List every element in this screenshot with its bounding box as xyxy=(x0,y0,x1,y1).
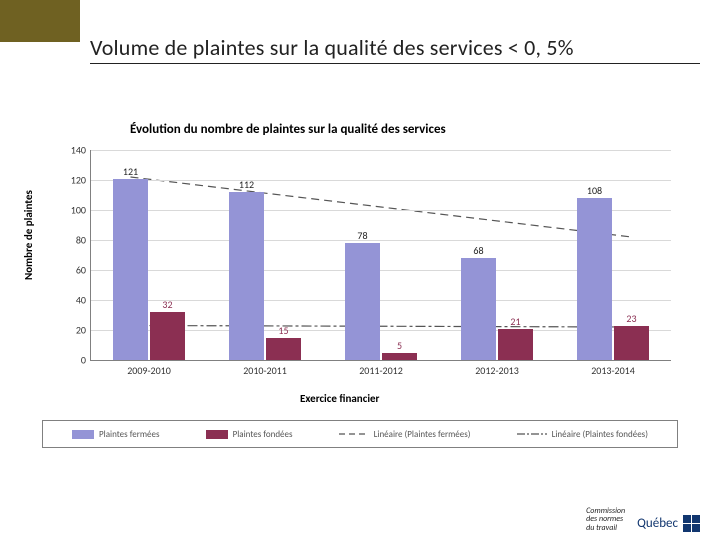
bar-value-label: 32 xyxy=(150,298,185,311)
bar-value-label: 68 xyxy=(461,244,496,257)
y-tick-label: 100 xyxy=(71,204,86,217)
y-tick-label: 120 xyxy=(71,174,86,187)
bar-fondees: 15 xyxy=(266,338,301,361)
y-tick-label: 40 xyxy=(76,294,86,307)
quebec-text: Québec xyxy=(637,516,678,531)
bar-fermees: 112 xyxy=(229,192,264,360)
page-root: Volume de plaintes sur la qualité des se… xyxy=(0,0,720,540)
legend-swatch xyxy=(72,430,94,439)
bar-fermees: 78 xyxy=(345,243,380,360)
quebec-logo: Québec xyxy=(637,515,700,532)
bar-fermees: 121 xyxy=(113,179,148,361)
footer: Commission des normes du travail Québec xyxy=(586,507,700,532)
bar-fondees: 23 xyxy=(614,326,649,361)
legend-label: Linéaire (Plaintes fondées) xyxy=(552,429,648,440)
x-tick-label: 2011-2012 xyxy=(323,364,439,377)
x-tick-label: 2009-2010 xyxy=(91,364,207,377)
plot-area: 020406080100120140121322009-201011215201… xyxy=(90,150,671,361)
legend: Plaintes fermées Plaintes fondées Linéaire… xyxy=(42,420,678,448)
y-tick-label: 20 xyxy=(76,324,86,337)
legend-item: Plaintes fondées xyxy=(206,429,293,440)
header: Volume de plaintes sur la qualité des se… xyxy=(0,0,720,68)
bar-value-label: 5 xyxy=(382,339,417,352)
bar-value-label: 108 xyxy=(577,184,612,197)
gridline xyxy=(91,150,671,151)
legend-label: Plaintes fondées xyxy=(233,429,293,440)
x-tick-label: 2012-2013 xyxy=(439,364,555,377)
bar-value-label: 23 xyxy=(614,312,649,325)
x-tick-label: 2013-2014 xyxy=(555,364,671,377)
legend-line-icon xyxy=(517,430,547,438)
legend-item: Linéaire (Plaintes fermées) xyxy=(339,429,471,440)
y-tick-label: 60 xyxy=(76,264,86,277)
trendline xyxy=(131,326,632,328)
bar-fondees: 5 xyxy=(382,353,417,361)
y-axis-label: Nombre de plaintes xyxy=(22,190,35,280)
bar-fermees: 108 xyxy=(577,198,612,360)
trendline xyxy=(131,177,632,237)
commission-label: Commission des normes du travail xyxy=(586,507,625,532)
legend-swatch xyxy=(206,430,228,439)
chart: Évolution du nombre de plaintes sur la q… xyxy=(40,130,680,430)
legend-label: Plaintes fermées xyxy=(99,429,160,440)
chart-title: Évolution du nombre de plaintes sur la q… xyxy=(130,122,446,137)
x-axis-label: Exercice financier xyxy=(300,392,379,405)
legend-item: Plaintes fermées xyxy=(72,429,160,440)
page-title: Volume de plaintes sur la qualité des se… xyxy=(90,34,700,64)
bar-fondees: 32 xyxy=(150,312,185,360)
header-accent-block xyxy=(0,0,80,42)
legend-item: Linéaire (Plaintes fondées) xyxy=(517,429,648,440)
y-tick-label: 80 xyxy=(76,234,86,247)
x-tick-label: 2010-2011 xyxy=(207,364,323,377)
bar-fermees: 68 xyxy=(461,258,496,360)
legend-line-icon xyxy=(339,430,369,438)
bar-value-label: 121 xyxy=(113,165,148,178)
legend-label: Linéaire (Plaintes fermées) xyxy=(374,429,471,440)
y-tick-label: 140 xyxy=(71,144,86,157)
quebec-flag-icon xyxy=(683,515,700,532)
bar-value-label: 112 xyxy=(229,178,264,191)
bar-fondees: 21 xyxy=(498,329,533,361)
commission-line3: du travail xyxy=(586,524,625,532)
gridline xyxy=(91,180,671,181)
y-tick-label: 0 xyxy=(81,354,86,367)
bar-value-label: 15 xyxy=(266,324,301,337)
bar-value-label: 21 xyxy=(498,315,533,328)
bar-value-label: 78 xyxy=(345,229,380,242)
